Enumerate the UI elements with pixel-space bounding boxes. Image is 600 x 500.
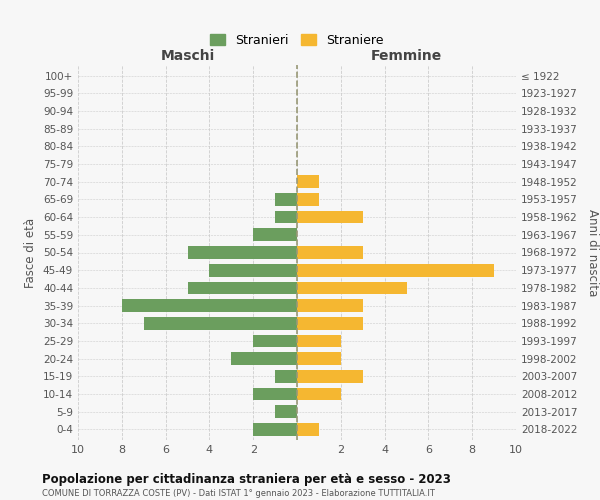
Bar	[187, 282, 297, 294]
Bar	[253, 334, 297, 347]
Y-axis label: Anni di nascita: Anni di nascita	[586, 209, 599, 296]
Bar	[275, 406, 297, 418]
Y-axis label: Fasce di età: Fasce di età	[25, 218, 37, 288]
Bar	[297, 282, 407, 294]
Bar	[297, 370, 362, 382]
Bar	[297, 317, 362, 330]
Bar	[297, 211, 362, 224]
Bar	[297, 193, 319, 206]
Bar	[297, 388, 341, 400]
Legend: Stranieri, Straniere: Stranieri, Straniere	[206, 30, 388, 50]
Bar	[275, 211, 297, 224]
Bar	[253, 423, 297, 436]
Bar	[297, 423, 319, 436]
Bar	[209, 264, 297, 276]
Bar	[144, 317, 297, 330]
Bar	[275, 370, 297, 382]
Bar	[297, 264, 494, 276]
Text: Maschi: Maschi	[160, 49, 215, 63]
Bar	[275, 193, 297, 206]
Text: Popolazione per cittadinanza straniera per età e sesso - 2023: Popolazione per cittadinanza straniera p…	[42, 472, 451, 486]
Bar	[232, 352, 297, 365]
Bar	[297, 176, 319, 188]
Bar	[297, 352, 341, 365]
Bar	[187, 246, 297, 259]
Bar	[253, 228, 297, 241]
Bar	[297, 334, 341, 347]
Bar	[122, 299, 297, 312]
Bar	[253, 388, 297, 400]
Text: COMUNE DI TORRAZZA COSTE (PV) - Dati ISTAT 1° gennaio 2023 - Elaborazione TUTTIT: COMUNE DI TORRAZZA COSTE (PV) - Dati IST…	[42, 489, 435, 498]
Bar	[297, 246, 362, 259]
Bar	[297, 299, 362, 312]
Text: Femmine: Femmine	[371, 49, 442, 63]
